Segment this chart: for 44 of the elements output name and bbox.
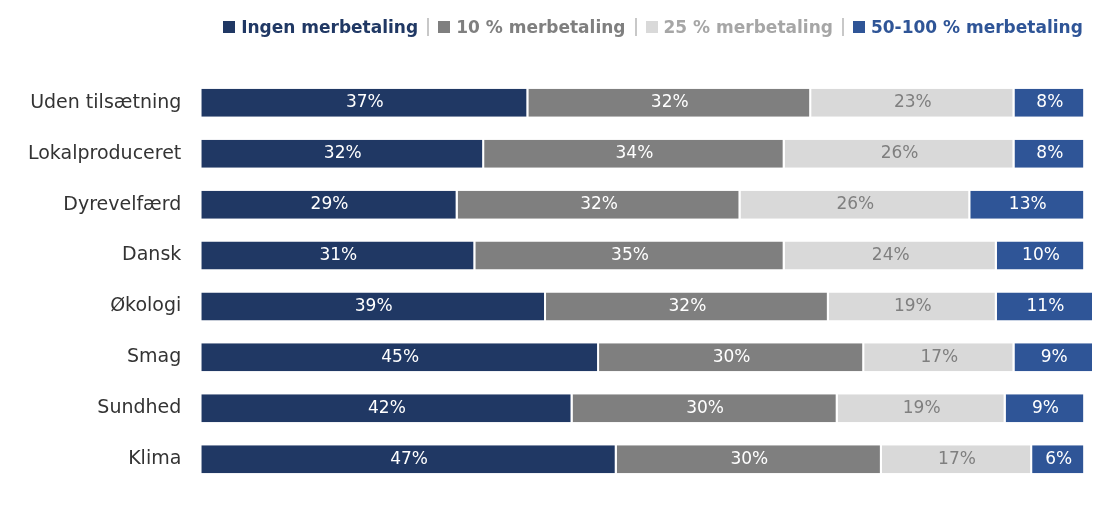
data-label: 9%	[1040, 345, 1068, 366]
data-label: 39%	[354, 294, 393, 315]
data-label: 9%	[1031, 396, 1059, 417]
data-label: 31%	[319, 243, 358, 264]
data-label: 24%	[871, 243, 910, 264]
data-label: 34%	[615, 142, 654, 163]
data-label: 32%	[580, 193, 618, 214]
legend-label: 50-100 % merbetaling	[870, 17, 1083, 37]
data-label: 19%	[902, 396, 941, 417]
data-label: 29%	[310, 193, 349, 214]
data-label: 8%	[1036, 91, 1064, 112]
legend-label: 25 % merbetaling	[663, 17, 833, 37]
data-label: 30%	[730, 447, 769, 468]
y-tick-label: Dansk	[122, 242, 182, 265]
legend-label: Ingen merbetaling	[241, 17, 419, 37]
legend-label: 10 % merbetaling	[456, 17, 626, 37]
y-tick-label: Økologi	[110, 293, 182, 316]
data-label: 37%	[345, 91, 384, 112]
data-label: 23%	[893, 91, 932, 112]
y-tick-label: Dyrevelfærd	[63, 191, 182, 214]
data-label: 45%	[381, 345, 420, 366]
data-label: 42%	[368, 396, 406, 417]
data-label: 17%	[920, 345, 959, 366]
data-label: 30%	[686, 396, 725, 417]
data-label: 10%	[1022, 243, 1060, 264]
data-label: 35%	[611, 243, 649, 264]
data-label: 26%	[880, 142, 919, 163]
y-tick-label: Smag	[127, 344, 182, 367]
data-label: 30%	[712, 345, 751, 366]
data-label: 47%	[390, 447, 428, 468]
data-label: 32%	[668, 294, 707, 315]
data-label: 6%	[1045, 447, 1073, 468]
data-label: 19%	[893, 294, 932, 315]
data-label: 8%	[1036, 142, 1064, 163]
data-label: 32%	[650, 91, 689, 112]
data-label: 32%	[323, 142, 362, 163]
data-label: 17%	[938, 447, 976, 468]
y-tick-label: Lokalproduceret	[27, 140, 182, 163]
y-tick-label: Uden tilsætning	[30, 89, 182, 112]
y-tick-label: Sundhed	[97, 395, 182, 418]
y-tick-label: Klima	[128, 446, 182, 469]
data-label: 26%	[836, 193, 875, 214]
data-label: 11%	[1026, 294, 1065, 315]
data-label: 13%	[1008, 193, 1047, 214]
